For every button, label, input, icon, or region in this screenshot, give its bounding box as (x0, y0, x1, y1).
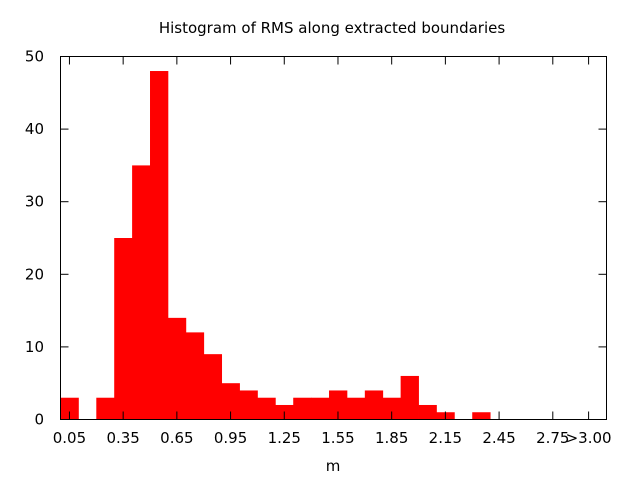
y-tick-label-2: 20 (25, 265, 44, 283)
bar-0 (60, 397, 79, 420)
bars-group (60, 71, 491, 420)
bar-15 (329, 390, 348, 420)
x-tick-label-2: 0.65 (160, 429, 193, 447)
x-tick-label-6: 1.85 (375, 429, 408, 447)
bar-13 (293, 397, 312, 420)
bar-7 (185, 332, 205, 420)
x-tick-label-7: 2.15 (429, 429, 462, 447)
bar-18 (382, 397, 402, 420)
bar-8 (203, 354, 223, 420)
ticks-group: 0.05 0.35 0.65 0.95 1.25 1.55 1.85 2.15 2.45 2.75… (25, 48, 612, 448)
y-tick-label-5: 50 (25, 48, 44, 66)
bar-5 (150, 71, 169, 420)
y-tick-label-0: 0 (34, 411, 44, 429)
plot-frame (60, 56, 607, 420)
x-tick-label-5: 1.55 (321, 429, 354, 447)
bar-9 (221, 383, 240, 420)
x-tick-label-1: 0.35 (106, 429, 139, 447)
x-tick-label-4: 1.25 (268, 429, 301, 447)
bar-20 (418, 404, 437, 420)
x-tick-label-0: 0.05 (53, 429, 86, 447)
bar-2 (96, 397, 115, 420)
x-tick-label-9: 2.75 (536, 429, 569, 447)
bar-19 (400, 375, 419, 420)
x-tick-label-3: 0.95 (214, 429, 247, 447)
bar-4 (132, 165, 151, 420)
bar-17 (364, 390, 384, 420)
chart-title: Histogram of RMS along extracted boundar… (159, 19, 506, 37)
x-tick-label-8: 2.45 (482, 429, 515, 447)
y-tick-label-3: 30 (25, 193, 44, 211)
bar-3 (114, 238, 133, 420)
bar-16 (346, 397, 366, 420)
bar-11 (257, 397, 276, 420)
bar-23 (472, 412, 491, 420)
y-tick-label-1: 10 (25, 338, 44, 356)
y-tick-label-4: 40 (25, 120, 44, 138)
bar-14 (311, 397, 330, 420)
bar-10 (239, 390, 258, 420)
bar-6 (167, 317, 187, 420)
x-tick-label-10: >3.00 (566, 429, 612, 447)
x-axis-label: m (326, 457, 341, 475)
